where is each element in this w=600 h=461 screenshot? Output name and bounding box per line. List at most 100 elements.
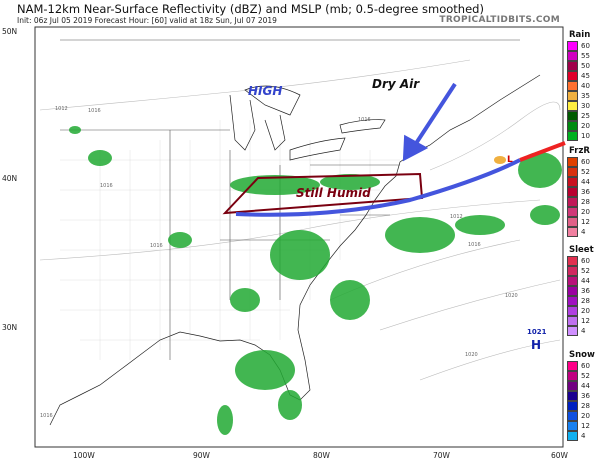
cold-front: [235, 158, 521, 217]
legend-value: 12: [581, 218, 590, 226]
precip-blob: [530, 205, 560, 225]
legend-title: Snow: [569, 350, 595, 360]
warm-front: [519, 141, 566, 162]
legend-row: 60: [567, 41, 600, 51]
legend-value: 60: [581, 257, 590, 265]
legend-row: 20: [567, 306, 600, 316]
legend-row: 40: [567, 81, 600, 91]
state-borders: [60, 39, 520, 360]
high-label: HIGH: [248, 84, 282, 98]
precip-blob: [230, 175, 320, 195]
legend-swatch: [567, 131, 578, 141]
legend-row: 60: [567, 256, 600, 266]
lon-label: 90W: [193, 451, 210, 460]
legend-row: 25: [567, 111, 600, 121]
legend-swatch: [567, 326, 578, 336]
legend-value: 20: [581, 208, 590, 216]
legend-value: 52: [581, 267, 590, 275]
legend-swatch: [567, 187, 578, 197]
legend-swatch: [567, 256, 578, 266]
legend-swatch: [567, 177, 578, 187]
legend-value: 36: [581, 188, 590, 196]
legend-value: 30: [581, 102, 590, 110]
legend-swatch: [567, 227, 578, 237]
legend-row: 35: [567, 91, 600, 101]
legend-swatch: [567, 121, 578, 131]
legend-value: 12: [581, 317, 590, 325]
legend-row: 52: [567, 371, 600, 381]
legend-row: 10: [567, 131, 600, 141]
legend-value: 44: [581, 178, 590, 186]
legend-row: 60: [567, 361, 600, 371]
legend-swatch: [567, 51, 578, 61]
legend-row: 30: [567, 101, 600, 111]
precip-blob: [235, 350, 295, 390]
legend-value: 4: [581, 228, 586, 236]
legend-row: 44: [567, 177, 600, 187]
legend-row: 36: [567, 187, 600, 197]
legend-swatch: [567, 101, 578, 111]
legend-row: 36: [567, 286, 600, 296]
legend-swatch: [567, 91, 578, 101]
precip-blob: [270, 230, 330, 280]
legend-row: 12: [567, 421, 600, 431]
precip-blob: [168, 232, 192, 248]
svg-text:1012: 1012: [450, 214, 463, 220]
legend-swatch: [567, 61, 578, 71]
legend-value: 52: [581, 168, 590, 176]
legend-row: 28: [567, 197, 600, 207]
legend-swatch: [567, 266, 578, 276]
legend-value: 20: [581, 412, 590, 420]
legend-row: 52: [567, 266, 600, 276]
lat-label: 50N: [2, 27, 18, 36]
legend-swatch: [567, 276, 578, 286]
lon-label: 60W: [551, 451, 568, 460]
legend-rain: Rain 60 55 50 45 40 35 30 25 20 10: [567, 30, 600, 141]
legend-swatch: [567, 431, 578, 441]
legend-value: 60: [581, 42, 590, 50]
precip-blob: [278, 390, 302, 420]
legend-swatch: [567, 81, 578, 91]
legend-value: 10: [581, 132, 590, 140]
legend-value: 20: [581, 307, 590, 315]
legend-row: 20: [567, 121, 600, 131]
legend-swatch: [567, 71, 578, 81]
legend-value: 36: [581, 392, 590, 400]
legend-swatch: [567, 197, 578, 207]
legend-swatch: [567, 111, 578, 121]
svg-text:1016: 1016: [468, 242, 481, 248]
legend-row: 28: [567, 296, 600, 306]
legend-swatch: [567, 401, 578, 411]
legend-value: 60: [581, 362, 590, 370]
legend-row: 50: [567, 61, 600, 71]
legend-sleet: Sleet 60 52 44 36 28 20 12 4: [567, 245, 600, 336]
legend-value: 4: [581, 432, 586, 440]
legend-row: 28: [567, 401, 600, 411]
high-pressure-label: H: [531, 338, 541, 352]
precip-blob: [88, 150, 112, 166]
legend-row: 20: [567, 207, 600, 217]
svg-text:1020: 1020: [465, 352, 478, 358]
svg-text:1016: 1016: [88, 108, 101, 114]
legend-row: 36: [567, 391, 600, 401]
legend-row: 44: [567, 276, 600, 286]
legend-swatch: [567, 411, 578, 421]
dry-air-label: Dry Air: [372, 77, 420, 91]
lat-label: 30N: [2, 323, 18, 332]
legend-value: 44: [581, 382, 590, 390]
legend-title: FrzR: [569, 146, 590, 156]
legend-row: 55: [567, 51, 600, 61]
legend-swatch: [567, 41, 578, 51]
legend-swatch: [567, 306, 578, 316]
legend-value: 44: [581, 277, 590, 285]
legend-row: 44: [567, 381, 600, 391]
legend-value: 60: [581, 158, 590, 166]
legend-value: 52: [581, 372, 590, 380]
site-watermark: TROPICALTIDBITS.COM: [439, 15, 560, 25]
legend-row: 4: [567, 227, 600, 237]
heavy-precip: [494, 156, 506, 164]
legend-value: 55: [581, 52, 590, 60]
legend-value: 25: [581, 112, 590, 120]
legend-swatch: [567, 391, 578, 401]
low-label: L: [507, 155, 513, 165]
